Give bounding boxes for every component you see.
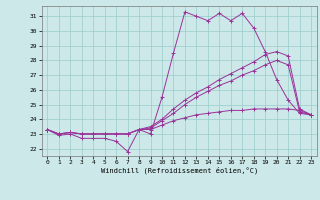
X-axis label: Windchill (Refroidissement éolien,°C): Windchill (Refroidissement éolien,°C) — [100, 167, 258, 174]
